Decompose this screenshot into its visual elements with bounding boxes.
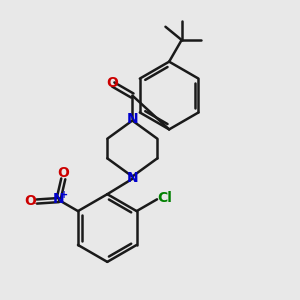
Text: O: O [57, 166, 69, 180]
Text: O: O [106, 76, 118, 90]
Text: ⁻: ⁻ [30, 200, 37, 213]
Text: N: N [53, 192, 65, 206]
Text: N: N [127, 171, 138, 185]
Text: N: N [127, 112, 138, 126]
Text: O: O [24, 194, 36, 208]
Text: +: + [60, 190, 68, 200]
Text: Cl: Cl [157, 191, 172, 205]
